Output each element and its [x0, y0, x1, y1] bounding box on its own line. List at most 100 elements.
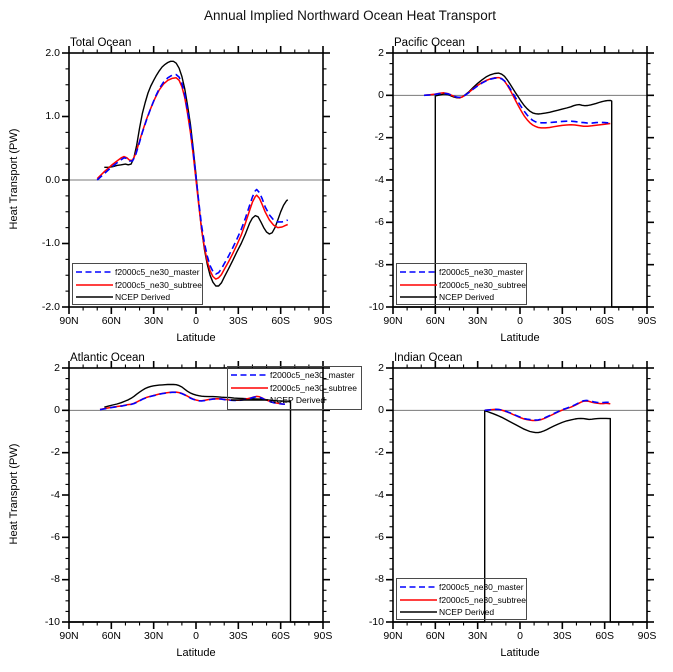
x-tick-label: 30S	[552, 630, 572, 642]
legend-entry-ncep: NCEP Derived	[228, 394, 361, 407]
x-tick-label: 30S	[228, 315, 248, 327]
y-tick-label: -1.0	[41, 237, 60, 249]
legend-label: NCEP Derived	[439, 292, 495, 303]
series-ncep-line	[104, 383, 323, 623]
legend-entry-ncep: NCEP Derived	[397, 606, 526, 619]
x-tick-label: 90S	[637, 630, 657, 642]
x-tick-label: 30N	[144, 315, 164, 327]
legend-box: f2000c5_ne30_master f2000c5_ne30_subtree N…	[396, 578, 527, 620]
x-tick-label: 90S	[637, 315, 657, 327]
x-tick-label: 60S	[595, 630, 614, 642]
y-tick-label: 2	[378, 46, 384, 59]
x-tick-label: 90N	[59, 630, 79, 642]
legend-box: f2000c5_ne30_master f2000c5_ne30_subtree N…	[227, 366, 362, 410]
y-tick-label: -10	[368, 300, 384, 313]
legend-label: f2000c5_ne30_subtree	[439, 279, 526, 290]
x-tick-label: 60S	[271, 315, 290, 327]
x-tick-label: 60N	[101, 315, 121, 327]
series-master-line	[99, 391, 285, 411]
y-tick-label: -4	[50, 488, 60, 501]
y-tick-label: -8	[374, 258, 384, 271]
y-tick-label: 0	[378, 403, 384, 416]
legend-label: f2000c5_ne30_subtree	[439, 594, 526, 605]
x-tick-label: 0	[517, 630, 523, 642]
y-tick-label: 0	[54, 403, 60, 416]
x-tick-label: 90N	[383, 315, 403, 327]
x-axis-label: Latitude	[176, 332, 216, 344]
y-tick-label: -8	[50, 573, 60, 586]
y-tick-label: -6	[374, 530, 384, 543]
legend-label: f2000c5_ne30_master	[439, 267, 524, 278]
legend-label: f2000c5_ne30_master	[115, 267, 200, 278]
legend-entry-subtree: f2000c5_ne30_subtree	[397, 594, 526, 607]
axis-ticks	[386, 361, 654, 629]
panel-title: Indian Ocean	[394, 352, 463, 364]
x-tick-label: 60S	[595, 315, 614, 327]
panel-pacific-ocean: Pacific Ocean 90N 60N 30N 0 30S 60S 90S Latitude…	[369, 37, 657, 344]
x-tick-label: 30N	[144, 630, 164, 642]
x-tick-label: 90N	[59, 315, 79, 327]
plot-svg	[62, 361, 330, 629]
series-master-line	[484, 399, 611, 421]
x-tick-label: 60N	[425, 630, 445, 642]
y-axis-label: Heat Transport (PW)	[8, 443, 20, 545]
legend-entry-subtree: f2000c5_ne30_subtree	[228, 382, 361, 395]
panel-title: Total Ocean	[70, 37, 132, 49]
y-tick-label: -2	[50, 446, 60, 459]
plot-frame	[68, 52, 324, 308]
y-tick-label: -8	[374, 573, 384, 586]
legend-entry-master: f2000c5_ne30_master	[228, 369, 361, 382]
series-ncep-line	[393, 410, 647, 623]
legend-box: f2000c5_ne30_master f2000c5_ne30_subtree N…	[396, 263, 527, 305]
plot-frame	[68, 367, 324, 623]
legend-label: NCEP Derived	[439, 607, 495, 618]
legend-label: f2000c5_ne30_master	[270, 370, 355, 381]
y-tick-label: 1.0	[45, 110, 60, 122]
y-tick-label: -6	[374, 215, 384, 228]
x-tick-label: 30N	[468, 630, 488, 642]
y-tick-label: 2.0	[45, 46, 60, 59]
legend-box: f2000c5_ne30_master f2000c5_ne30_subtree N…	[72, 263, 203, 305]
x-tick-label: 90N	[383, 630, 403, 642]
subtree-line-sample	[400, 284, 437, 286]
legend-entry-master: f2000c5_ne30_master	[397, 581, 526, 594]
subtree-line-sample	[400, 599, 437, 601]
ncep-line-sample	[400, 296, 437, 299]
panel-total-ocean: Total Ocean 90N 60N 30N 0 30S 60S 90S Latitude 2.…	[8, 37, 332, 344]
x-tick-label: 60S	[271, 630, 290, 642]
y-tick-label: -10	[368, 615, 384, 628]
series-subtree-line	[423, 76, 611, 129]
x-tick-label: 0	[193, 630, 199, 642]
x-tick-label: 0	[517, 315, 523, 327]
y-tick-label: -6	[50, 530, 60, 543]
subtree-line-sample	[76, 284, 113, 286]
legend-label: f2000c5_ne30_master	[439, 582, 524, 593]
legend-entry-master: f2000c5_ne30_master	[397, 266, 526, 279]
master-line-sample	[76, 271, 113, 274]
y-tick-label: 0.0	[45, 173, 60, 186]
y-tick-label: -4	[374, 488, 384, 501]
master-line-sample	[231, 374, 268, 377]
plot-svg	[386, 46, 654, 314]
x-tick-label: 30N	[468, 315, 488, 327]
legend-label: f2000c5_ne30_subtree	[270, 382, 357, 393]
x-tick-label: 30S	[228, 630, 248, 642]
legend-entry-master: f2000c5_ne30_master	[73, 266, 202, 279]
legend-label: f2000c5_ne30_subtree	[115, 279, 202, 290]
y-tick-label: -10	[44, 615, 60, 628]
series-subtree-line	[96, 77, 288, 280]
x-tick-label: 60N	[101, 630, 121, 642]
plot-svg	[62, 46, 330, 314]
y-tick-label: 0	[378, 88, 384, 101]
main-title: Annual Implied Northward Ocean Heat Tran…	[204, 8, 496, 23]
y-tick-label: -2	[374, 446, 384, 459]
master-line-sample	[400, 586, 437, 589]
legend-entry-subtree: f2000c5_ne30_subtree	[397, 279, 526, 292]
x-tick-label: 30S	[552, 315, 572, 327]
panel-atlantic-ocean: Atlantic Ocean 90N 60N 30N 0 30S 60S 90S Latitud…	[8, 352, 362, 659]
y-tick-label: -2	[374, 131, 384, 144]
legend-entry-ncep: NCEP Derived	[397, 291, 526, 304]
legend-label: NCEP Derived	[115, 292, 171, 303]
subtree-line-sample	[231, 387, 268, 389]
